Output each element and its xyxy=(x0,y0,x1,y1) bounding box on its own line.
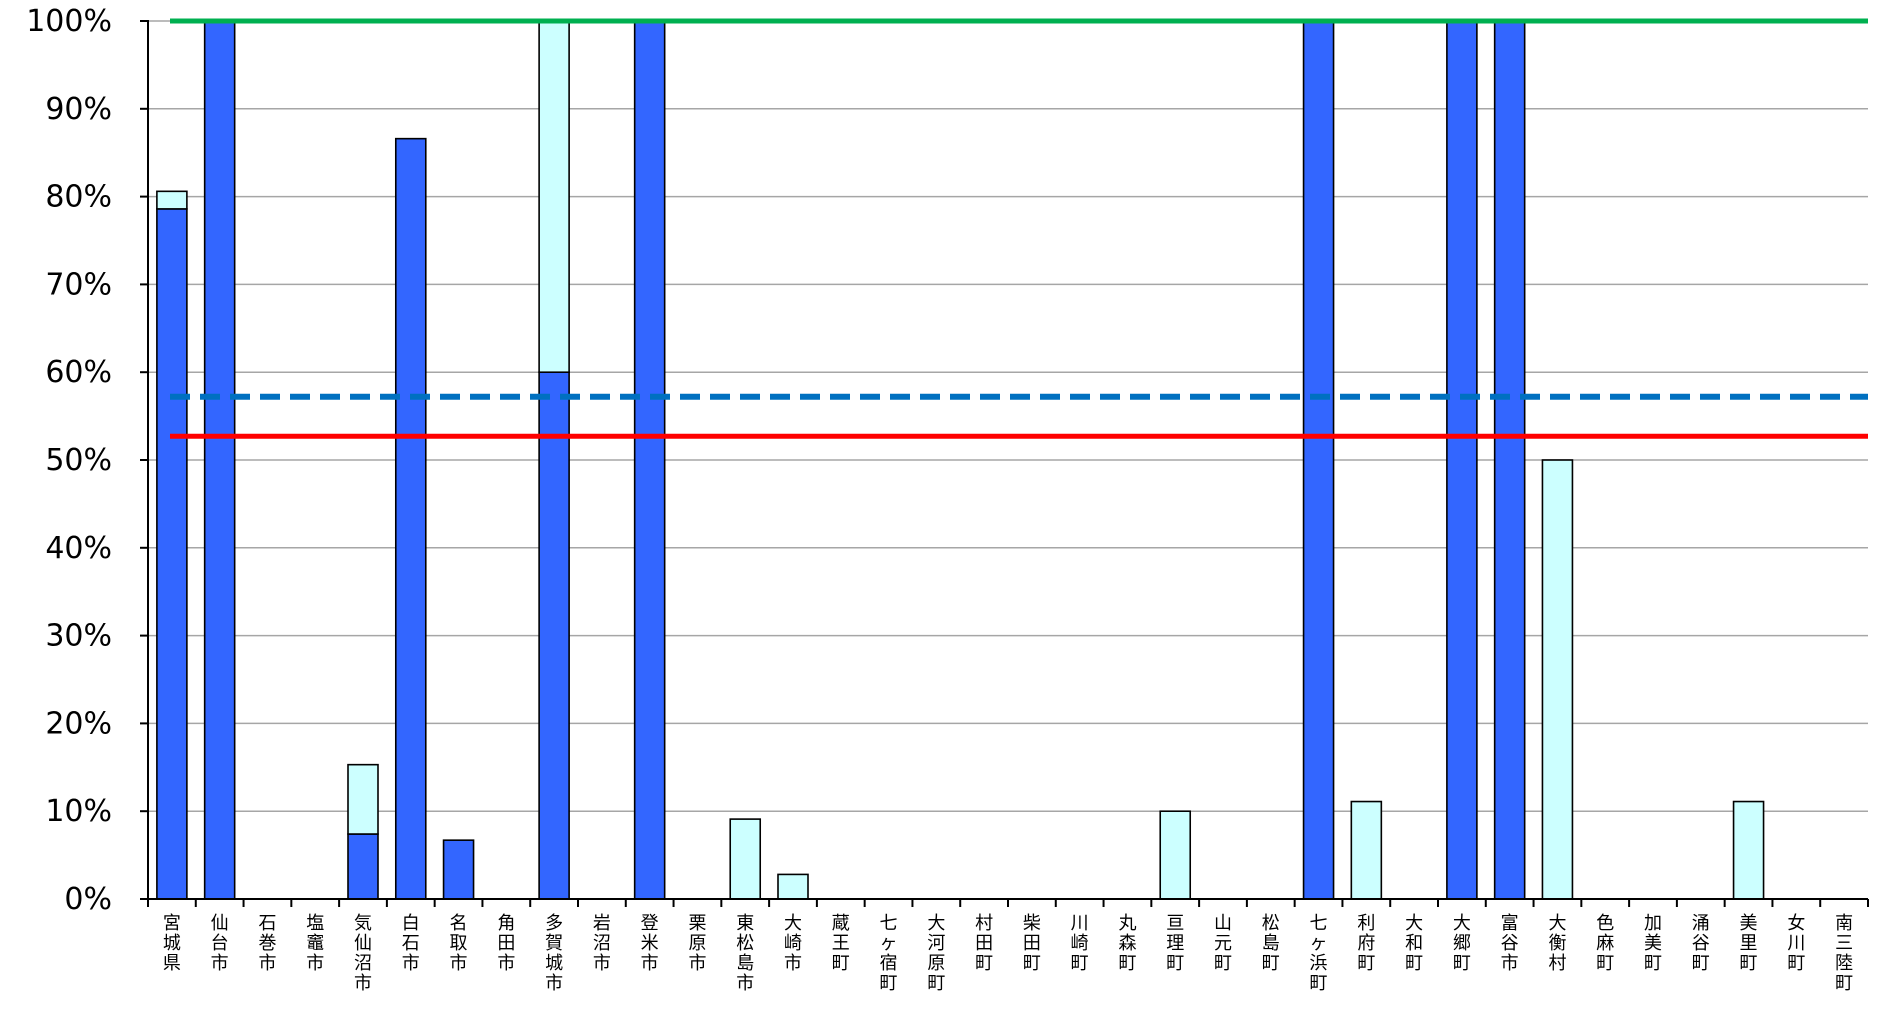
bar-segment xyxy=(633,20,666,900)
x-tick-label: 大衡村 xyxy=(1548,913,1566,974)
x-tick-label: 川崎町 xyxy=(1071,913,1089,974)
y-tick-label: 0% xyxy=(64,882,112,917)
bar-segment xyxy=(538,371,570,900)
bar-segment xyxy=(1302,20,1335,900)
bar-segment xyxy=(1446,20,1478,900)
x-tick-label: 美里町 xyxy=(1740,913,1758,974)
x-tick-label: 村田町 xyxy=(975,913,993,974)
bar-segment xyxy=(203,20,236,900)
x-tick-label: 七ヶ浜町 xyxy=(1310,913,1328,994)
bar-segment xyxy=(347,763,379,835)
bar-segment xyxy=(394,137,427,900)
bar-segment xyxy=(1493,20,1526,900)
x-tick-label: 白石市 xyxy=(402,913,420,974)
x-tick-label: 丸森町 xyxy=(1118,913,1136,974)
bar-segment xyxy=(538,20,570,374)
x-tick-label: 塩竈市 xyxy=(306,913,324,974)
x-tick-label: 南三陸町 xyxy=(1835,913,1853,994)
x-tick-label: 気仙沼市 xyxy=(354,913,372,994)
x-tick-label: 大和町 xyxy=(1405,913,1423,974)
y-tick-label: 40% xyxy=(45,531,112,566)
y-tick-label: 10% xyxy=(45,794,112,829)
bar-segment xyxy=(442,839,475,900)
x-tick-label: 登米市 xyxy=(641,913,659,974)
x-tick-labels: 宮城県 仙台市 石巻市 塩竈市 気仙沼市 白石市 名取市 角田市 多賀城市 岩沼市 登米市 栗原市 東松… xyxy=(163,913,1853,994)
x-tick-label: 女川町 xyxy=(1787,913,1805,974)
x-tick-label: 岩沼市 xyxy=(593,913,611,974)
bars xyxy=(156,20,1765,900)
x-tick-label: 蔵王町 xyxy=(832,913,850,974)
y-tick-label: 60% xyxy=(45,355,112,390)
x-tick-label: 七ヶ宿町 xyxy=(880,913,898,994)
x-tick-label: 大郷町 xyxy=(1453,913,1471,974)
bar-segment xyxy=(1159,810,1192,900)
y-tick-labels: 0% 10% 20% 30% 40% 50% 60% 70% 80% 90% 100% xyxy=(26,4,112,917)
x-tick-label: 山元町 xyxy=(1214,913,1232,974)
x-tick-label: 亘理町 xyxy=(1166,913,1184,974)
reference-lines xyxy=(170,18,1868,439)
x-tick-label: 松島町 xyxy=(1262,913,1280,974)
bar-segment xyxy=(156,190,188,210)
x-tick-label: 柴田町 xyxy=(1023,913,1041,974)
x-tick-label: 涌谷町 xyxy=(1692,913,1710,974)
x-tick-label: 名取市 xyxy=(450,913,468,974)
bar-segment xyxy=(1541,459,1574,900)
x-tick-label: 色麻町 xyxy=(1596,913,1614,974)
x-tick-label: 富谷市 xyxy=(1501,913,1519,974)
y-tick-label: 70% xyxy=(45,267,112,302)
x-tick-label: 石巻市 xyxy=(258,913,276,974)
x-tick-label: 角田市 xyxy=(497,913,515,974)
y-tick-label: 90% xyxy=(45,92,112,127)
bar-segment xyxy=(156,208,188,900)
x-tick-label: 東松島市 xyxy=(736,913,754,994)
x-tick-label: 仙台市 xyxy=(211,913,229,974)
x-tick-label: 多賀城市 xyxy=(545,913,563,994)
x-tick-label: 大崎市 xyxy=(784,913,802,974)
x-tick-label: 宮城県 xyxy=(163,913,181,974)
y-tick-label: 20% xyxy=(45,706,112,741)
bar-segment xyxy=(1350,800,1383,900)
y-tick-label: 50% xyxy=(45,443,112,478)
x-tick-label: 大河原町 xyxy=(927,913,945,994)
y-tick-label: 100% xyxy=(26,4,112,39)
x-tick-label: 利府町 xyxy=(1357,913,1375,974)
bar-segment xyxy=(1732,800,1765,900)
bar-segment xyxy=(347,833,379,900)
y-tick-label: 80% xyxy=(45,180,112,215)
x-tick-label: 栗原市 xyxy=(688,913,706,974)
bar-segment xyxy=(729,818,762,900)
bar-segment xyxy=(777,873,809,900)
y-tick-label: 30% xyxy=(45,619,112,654)
x-tick-label: 加美町 xyxy=(1644,913,1662,974)
axes xyxy=(140,20,1869,907)
